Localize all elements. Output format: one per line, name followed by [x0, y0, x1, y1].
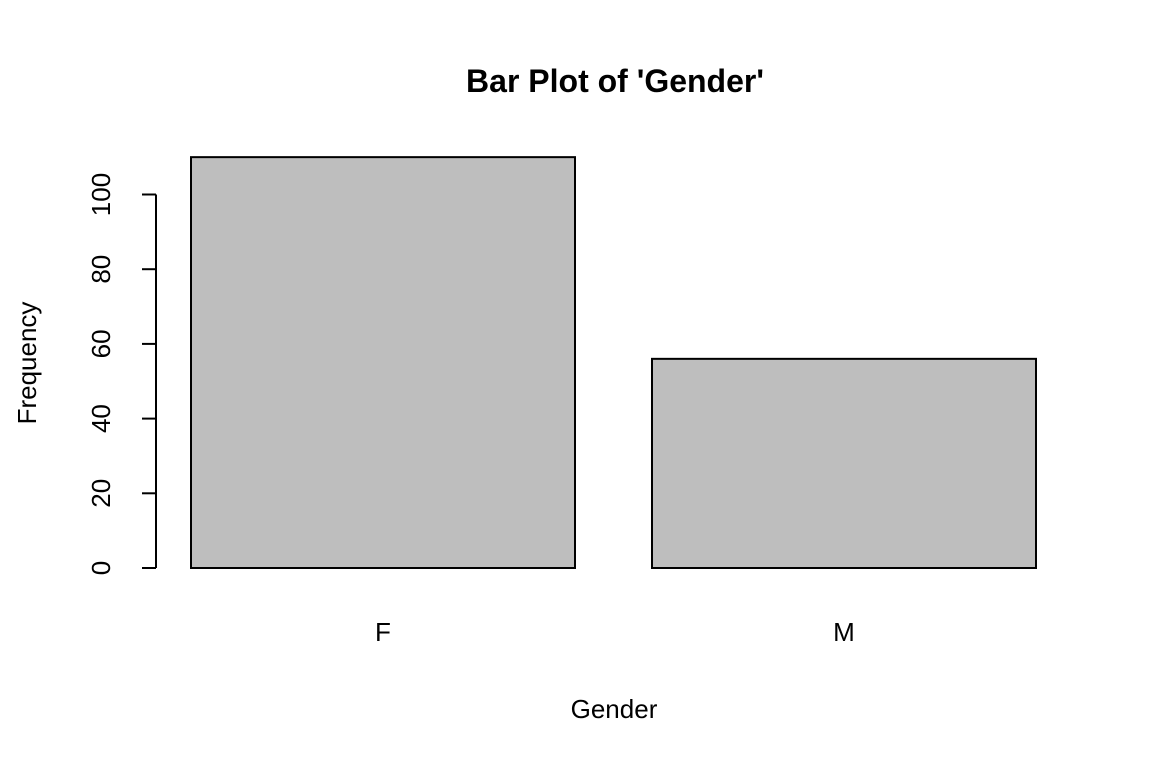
- bars-group: [190, 156, 1037, 569]
- bar-m: [651, 357, 1037, 569]
- y-axis-tick-label: 100: [86, 173, 116, 216]
- y-axis: 0 20 40 60 80 100: [86, 173, 157, 575]
- y-axis-tick-label: 20: [86, 479, 116, 508]
- x-axis-label: Gender: [571, 694, 658, 724]
- y-axis-tick-label: 80: [86, 255, 116, 284]
- x-axis-tick-label: F: [375, 617, 391, 647]
- y-axis-tick-label: 40: [86, 404, 116, 433]
- bar-f: [190, 156, 576, 569]
- y-axis-tick-label: 60: [86, 329, 116, 358]
- x-axis-tick-label: M: [833, 617, 855, 647]
- y-axis-tick-label: 0: [86, 561, 116, 575]
- y-axis-label: Frequency: [12, 302, 42, 425]
- chart-title: Bar Plot of 'Gender': [466, 63, 764, 99]
